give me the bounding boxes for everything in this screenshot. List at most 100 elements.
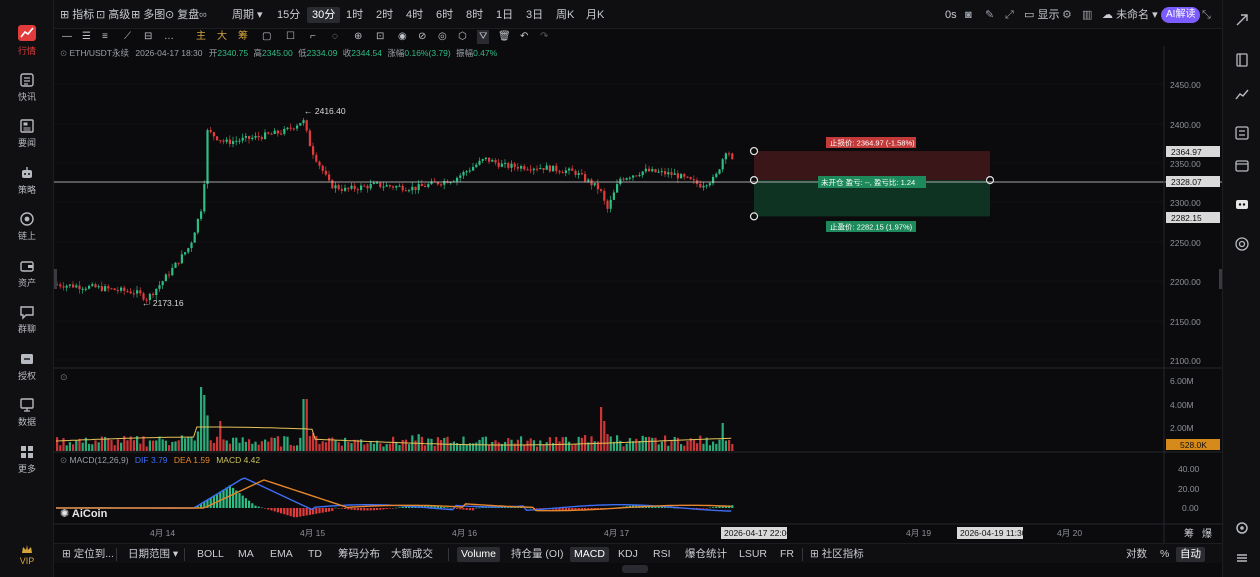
show-button[interactable]: ▭ 显示 [1024,9,1060,21]
camera-icon[interactable]: ◙ [965,9,972,21]
tab-timeframe-2h[interactable]: 2时 [376,9,394,21]
tab-liquidation-stats[interactable]: 爆仓统计 [685,548,727,560]
multi-chart-button[interactable]: ⊞ 多图 [131,9,166,21]
sidebar-item-assets[interactable]: 资产 [0,254,54,296]
layout-split-icon[interactable]: ▥ [1082,9,1093,21]
log-scale-toggle[interactable]: 对数 [1126,548,1147,560]
template-dropdown[interactable]: ☁ 未命名 ▾ [1102,9,1158,21]
sidebar-item-news[interactable]: 要闻 [0,114,54,156]
explode-corner-toggle[interactable]: 爆 [1202,528,1212,540]
bot-icon[interactable] [1234,196,1250,212]
volume-bar [334,440,337,451]
left-scroll-handle[interactable] [54,269,57,289]
tab-chip-distribution[interactable]: 筹码分布 [338,548,380,560]
tab-timeframe-week[interactable]: 周K [556,9,575,21]
tab-timeframe-1d[interactable]: 1日 [496,9,514,21]
tab-rsi[interactable]: RSI [653,548,671,560]
more-tools-icon[interactable]: … [164,31,174,42]
sidebar-item-data[interactable]: 数据 [0,393,54,435]
shape-icon[interactable]: ⬡ [458,31,467,42]
community-indicators-button[interactable]: ⊞ 社区指标 [810,548,864,560]
countdown-label[interactable]: 0s [945,9,957,21]
window-icon[interactable] [1234,158,1250,174]
sidebar-item-chat[interactable]: 群聊 [0,300,54,342]
vip-badge[interactable]: VIP [0,540,54,577]
volume-settings-icon[interactable]: ⊙ [60,372,68,382]
link-icon[interactable]: ⊘ [418,31,427,42]
advanced-button[interactable]: ⊡ 高级 [96,9,131,21]
locate-button[interactable]: ⊞ 定位到... [62,548,114,560]
gear-icon[interactable]: ⚙ [1062,9,1072,21]
trend-icon[interactable] [1234,86,1250,102]
pencil-icon[interactable]: ✎ [985,9,995,21]
line-tool-icon[interactable]: ― [62,31,72,42]
chart-area[interactable]: ⊙ ETH/USDT永续 2026-04-17 18:30 开2340.75 高… [54,46,1222,543]
sidebar-item-strategy[interactable]: 策略 [0,161,54,203]
main-chart-toggle[interactable]: 主 [196,31,206,42]
tab-td[interactable]: TD [308,548,322,560]
tab-kdj[interactable]: KDJ [618,548,638,560]
tab-large-trades[interactable]: 大额成交 [391,548,433,560]
chips-corner-toggle[interactable]: 筹 [1184,527,1194,540]
tab-volume[interactable]: Volume [457,547,501,562]
tab-ma[interactable]: MA [238,548,254,560]
eye-icon[interactable]: ◎ [438,31,447,42]
ruler-icon[interactable]: ⌐ [310,31,316,42]
expand-icon[interactable]: ⤢ [1005,9,1014,21]
collapse-icon[interactable] [1234,12,1250,28]
sidebar-item-flash[interactable]: 快讯 [0,68,54,110]
layout-icon[interactable] [1234,52,1250,68]
ai-interpret-button[interactable]: AI解读 [1161,7,1201,23]
tab-fr[interactable]: FR [780,548,794,560]
ray-tool-icon[interactable]: ⟋ [124,31,131,42]
position-tool[interactable] [749,146,995,221]
tab-ema[interactable]: EMA [270,548,293,560]
horizontal-scrollbar[interactable] [622,565,648,573]
auto-scale-toggle[interactable]: 自动 [1176,547,1205,562]
close-panel-icon[interactable]: ⤡ [1202,9,1211,21]
list-icon[interactable] [1234,125,1250,141]
tab-timeframe-3d[interactable]: 3日 [526,9,544,21]
tab-timeframe-6h[interactable]: 6时 [436,9,454,21]
indicators-button[interactable]: ⊞ 指标 [60,9,95,21]
tab-timeframe-15m[interactable]: 15分 [277,9,301,21]
color-swatch-icon[interactable]: ▢ [262,31,272,42]
right-scroll-handle[interactable] [1219,269,1222,289]
glasses-icon[interactable]: ∞ [199,9,207,21]
tab-macd[interactable]: MACD [570,547,609,562]
settings-icon[interactable] [1234,520,1250,536]
note-icon[interactable]: ☐ [286,31,295,42]
tab-boll[interactable]: BOLL [197,548,224,560]
large-order-toggle[interactable]: 大 [217,31,227,42]
replay-button[interactable]: ⊙ 复盘 [165,9,200,21]
tab-timeframe-month[interactable]: 月K [586,9,605,21]
tab-open-interest[interactable]: 持仓量 (OI) [511,548,564,560]
redo-icon[interactable]: ↷ [540,31,549,42]
tab-lsur[interactable]: LSUR [739,548,768,560]
sidebar-item-onchain[interactable]: 链上 [0,207,54,249]
date-range-dropdown[interactable]: 日期范围 ▾ [128,548,179,560]
sidebar-item-more[interactable]: 更多 [0,440,54,482]
lock-icon[interactable]: ⊡ [376,31,385,42]
tab-timeframe-4h[interactable]: 4时 [406,9,424,21]
hline-tool-icon[interactable]: ☰ [82,31,91,42]
fib-tool-icon[interactable]: ⊟ [144,31,153,42]
divider [184,548,185,561]
percent-scale-toggle[interactable]: % [1160,548,1170,560]
undo-icon[interactable]: ↶ [520,31,529,42]
magnet-icon[interactable]: ◌ [332,31,338,42]
tab-timeframe-8h[interactable]: 8时 [466,9,484,21]
period-dropdown[interactable]: 周期 ▾ [232,9,263,21]
tab-timeframe-1h[interactable]: 1时 [346,9,364,21]
tab-timeframe-30m[interactable]: 30分 [307,7,341,23]
visibility-icon[interactable]: ◉ [398,31,407,42]
sidebar-item-auth[interactable]: 授权 [0,347,54,389]
zoom-icon[interactable]: ⊕ [354,31,363,42]
target-icon[interactable] [1234,236,1250,252]
trash-icon[interactable]: 🗑 [498,31,511,42]
chips-toggle[interactable]: 筹 [238,31,248,42]
filter-icon[interactable]: ⛛ [477,30,490,44]
sidebar-item-market[interactable]: 行情 [0,20,54,62]
channel-tool-icon[interactable]: ≡ [102,31,108,42]
menu-icon[interactable] [1234,550,1250,566]
